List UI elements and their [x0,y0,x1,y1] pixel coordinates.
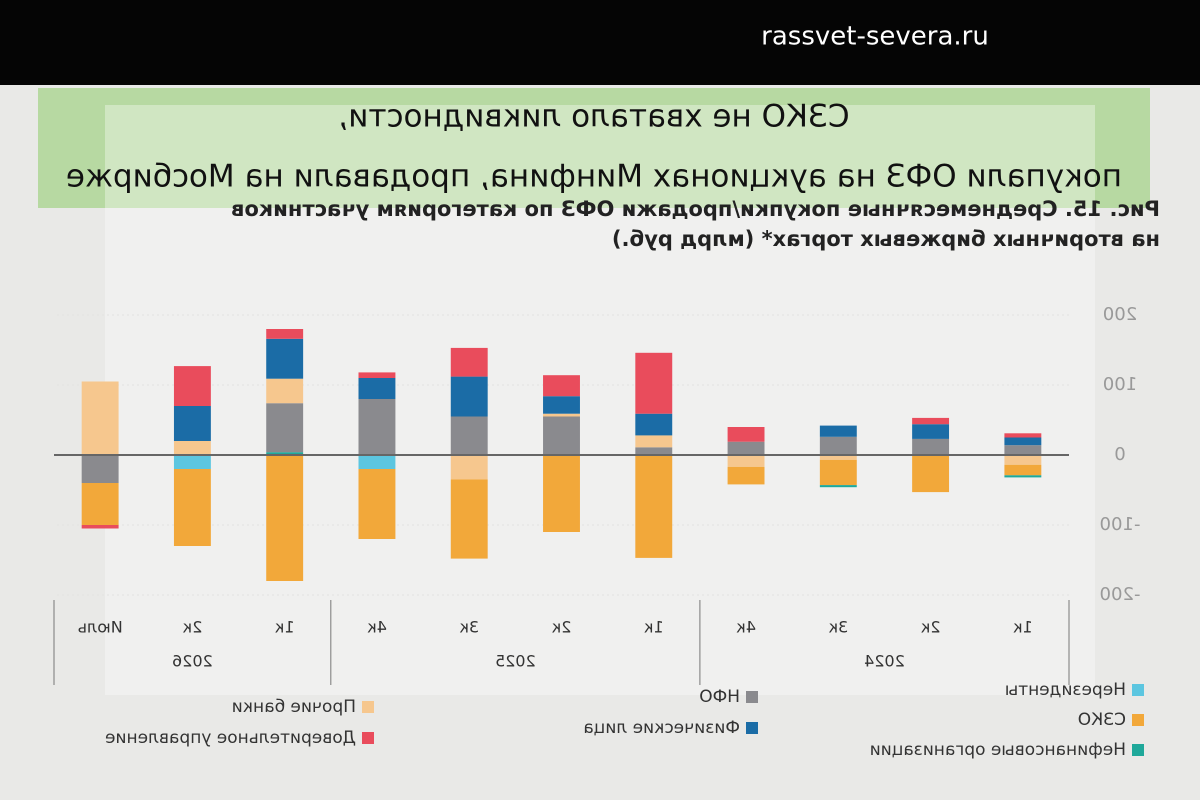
legend-label: СЗКО [1078,710,1126,730]
bar-segment [173,406,211,441]
x-tick-label: 1к [274,618,294,637]
bar-segment [1004,437,1042,446]
bar-segment [819,459,857,486]
bar-segment [1004,455,1042,465]
legend-label: Нерезиденты [1005,680,1126,700]
legend-swatch [1132,684,1144,696]
bar-segment [358,378,396,399]
x-tick-label: 4к [367,618,387,637]
bar-segment [358,469,396,539]
chart-subtitle: Рис. 15. Среднемесячные покупки/продажи … [231,197,1160,221]
x-tick-label: 2к [182,618,202,637]
legend-swatch [746,691,758,703]
bar-segment [912,424,950,439]
legend-swatch [1132,744,1144,756]
x-tick-label: Июль [78,618,123,637]
bar-segment [819,425,857,437]
bar-segment [635,435,673,448]
bar-segment [81,483,119,525]
watermark: rassvet-severa.ru [761,22,989,52]
bar-segment [81,525,119,529]
bar-segment [173,441,211,455]
bar-segment [1004,433,1042,438]
bar-segment [635,455,673,558]
bar-segment [543,416,580,455]
group-label: 2025 [495,652,536,671]
bar-segment [912,417,950,425]
bar-segment [635,413,673,436]
bar-segment [450,455,488,480]
x-tick-label: 2к [920,618,940,637]
x-tick-label: 4к [736,618,756,637]
bar-segment [81,381,119,455]
bar-segment [912,438,950,455]
top-bar [0,0,1200,85]
bar-segment [358,455,396,469]
y-tick-label: -100 [1100,514,1141,535]
bar-segment [727,466,765,485]
bar-segment [543,375,580,397]
bar-segment [543,455,580,532]
legend-label: Доверительное управление [105,728,356,748]
y-tick-label: 0 [1114,444,1125,465]
bar-segment [912,455,950,493]
bar-segment [358,372,396,378]
x-tick-label: 3к [828,618,848,637]
x-tick-label: 1к [644,618,664,637]
bar-segment [81,455,119,483]
bar-segment [819,485,857,488]
bar-segment [266,403,304,453]
chart-title: СЗКО не хватало ликвидности, [338,99,849,135]
legend-label: НФО [699,687,740,707]
bar-segment [635,447,673,455]
bar-segment [1004,445,1042,455]
bar-segment [266,455,304,581]
group-label: 2024 [864,652,905,671]
bar-segment [543,396,580,414]
bar-segment [450,416,488,455]
bar-segment [266,452,304,455]
bar-segment [266,329,304,339]
legend-swatch [362,701,374,713]
bar-segment [727,455,765,467]
y-tick-label: -200 [1100,584,1141,605]
mirrored-chart: СЗКО не хватало ликвидности, покупали ОФЗ… [38,88,1160,760]
chart-subtitle: на вторичных биржевых торгах* (млрд руб.… [612,227,1160,251]
bar-segment [450,376,488,417]
x-tick-label: 3к [459,618,479,637]
x-tick-label: 1к [1013,618,1033,637]
chart-title: покупали ОФЗ на аукционах Минфина, прода… [66,159,1122,195]
legend-swatch [1132,714,1144,726]
y-tick-label: 200 [1103,304,1137,325]
group-label: 2026 [172,652,213,671]
bar-segment [727,441,765,455]
bar-segment [1004,475,1042,478]
bar-segment [266,338,304,379]
legend-swatch [746,722,758,734]
bar-segment [173,469,211,546]
bar-segment [358,399,396,455]
bar-segment [819,455,857,460]
bar-segment [450,347,488,377]
legend-label: Прочие банки [232,697,356,717]
bar-segment [819,436,857,455]
legend-swatch [362,732,374,744]
legend-label: Физические лица [583,718,740,738]
y-tick-label: 100 [1103,374,1137,395]
bar-segment [727,427,765,442]
bar-segment [635,352,673,414]
legend-label: Нефинансовые организации [870,740,1126,760]
bar-segment [1004,464,1042,476]
bar-segment [266,378,304,404]
bar-segment [543,413,580,417]
title-banner [38,88,1150,208]
bar-segment [173,455,211,469]
bar-segment [173,366,211,406]
x-tick-label: 2к [551,618,571,637]
bar-segment [450,479,488,559]
